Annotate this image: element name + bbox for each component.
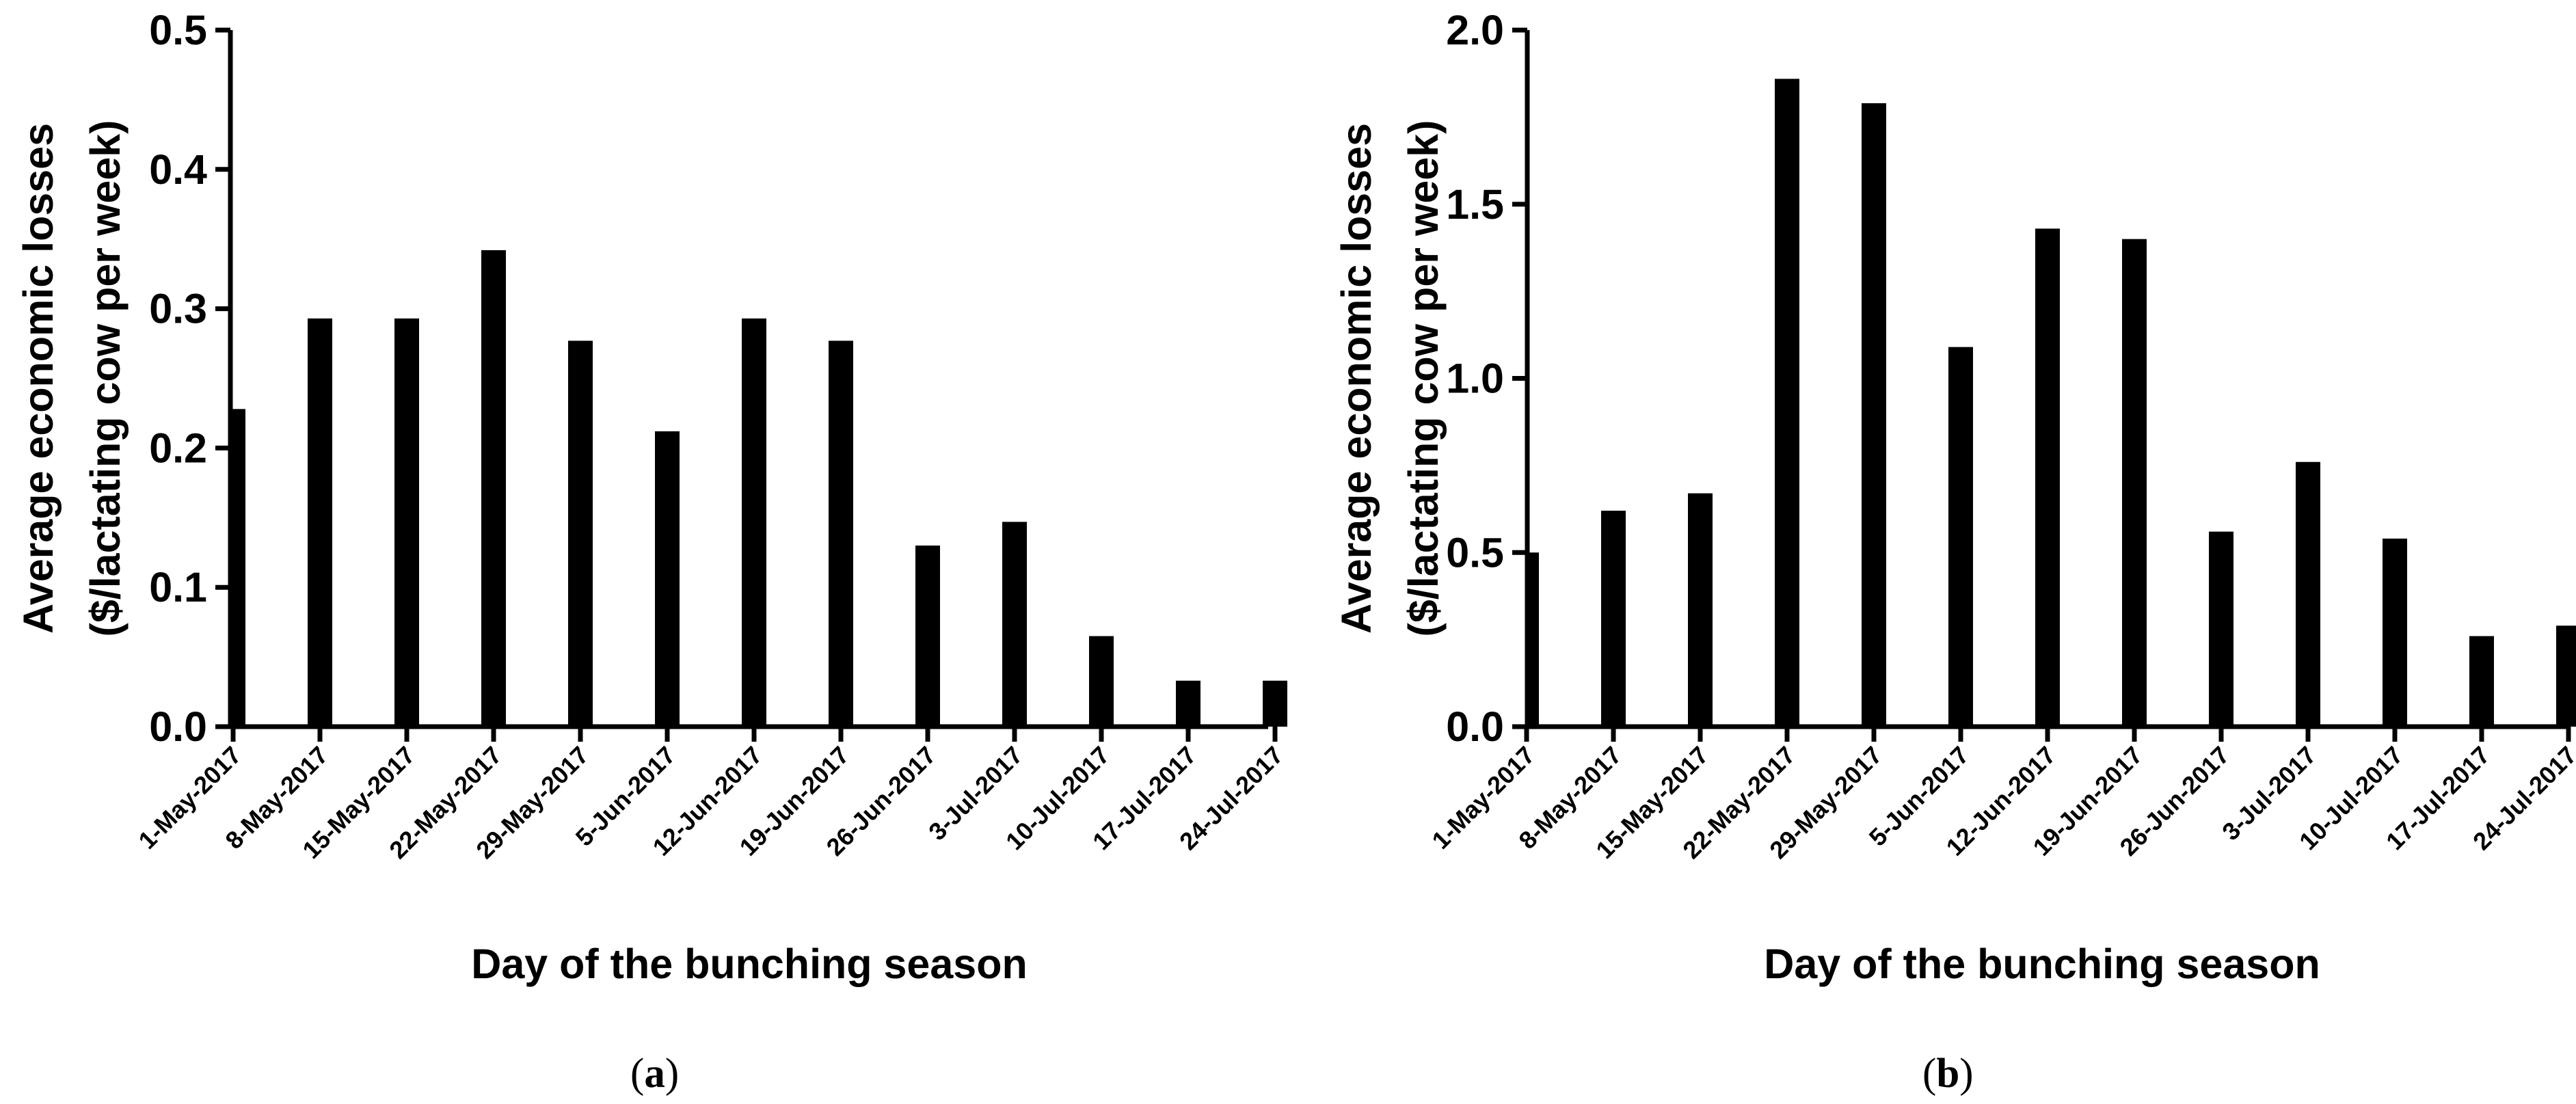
bar-10-Jul-2017: [1089, 636, 1114, 727]
y-tick-label: 0.2: [149, 425, 207, 471]
panel-caption: (b): [1922, 1051, 1974, 1096]
y-axis-label-line2: ($/lactating cow per week): [82, 120, 129, 637]
bar-15-May-2017: [394, 318, 419, 727]
y-axis-label-line1: Average economic losses: [1333, 123, 1380, 634]
bar-12-Jun-2017: [742, 318, 766, 727]
x-axis-label: Day of the bunching season: [471, 941, 1027, 987]
bar-8-May-2017: [1601, 511, 1626, 727]
y-tick-label: 0.0: [149, 703, 207, 750]
y-tick-label: 0.4: [149, 146, 207, 193]
bar-10-Jul-2017: [2383, 538, 2407, 727]
bar-19-Jun-2017: [2122, 239, 2147, 727]
panel-caption: (a): [630, 1051, 679, 1096]
bar-15-May-2017: [1688, 493, 1713, 727]
y-axis-label-line1: Average economic losses: [15, 123, 62, 634]
y-tick-label: 1.0: [1446, 355, 1504, 402]
bar-8-May-2017: [308, 318, 332, 727]
bar-24-Jul-2017: [1263, 680, 1287, 727]
bar-29-May-2017: [568, 340, 593, 727]
bar-3-Jul-2017: [1002, 522, 1027, 727]
bar-5-Jun-2017: [1948, 347, 1973, 727]
bar-29-May-2017: [1862, 103, 1886, 727]
bar-17-Jul-2017: [1176, 680, 1200, 727]
y-tick-label: 1.5: [1446, 181, 1504, 228]
y-tick-label: 0.5: [149, 7, 207, 53]
chart-panel-b: 0.00.51.01.52.01-May-20178-May-201715-Ma…: [1333, 7, 2576, 1096]
y-tick-label: 0.1: [149, 564, 207, 610]
y-tick-label: 0.0: [1446, 703, 1504, 750]
bar-19-Jun-2017: [829, 340, 853, 727]
bar-1-May-2017: [230, 409, 245, 727]
bar-24-Jul-2017: [2556, 625, 2576, 727]
x-axis-label: Day of the bunching season: [1764, 941, 2320, 987]
bar-3-Jul-2017: [2296, 461, 2320, 727]
chart-panel-a: 0.00.10.20.30.40.51-May-20178-May-201715…: [15, 7, 1289, 1096]
y-tick-label: 0.5: [1446, 529, 1504, 576]
bar-17-Jul-2017: [2469, 636, 2494, 727]
y-tick-label: 2.0: [1446, 7, 1504, 53]
bar-1-May-2017: [1527, 552, 1539, 727]
y-tick-label: 0.3: [149, 286, 207, 332]
bar-5-Jun-2017: [655, 431, 680, 727]
bar-26-Jun-2017: [915, 546, 940, 727]
y-axis-label-line2: ($/lactating cow per week): [1400, 120, 1447, 637]
bar-12-Jun-2017: [2035, 228, 2060, 727]
bar-26-Jun-2017: [2209, 531, 2233, 727]
bar-22-May-2017: [1775, 79, 1799, 727]
bar-22-May-2017: [481, 250, 506, 727]
